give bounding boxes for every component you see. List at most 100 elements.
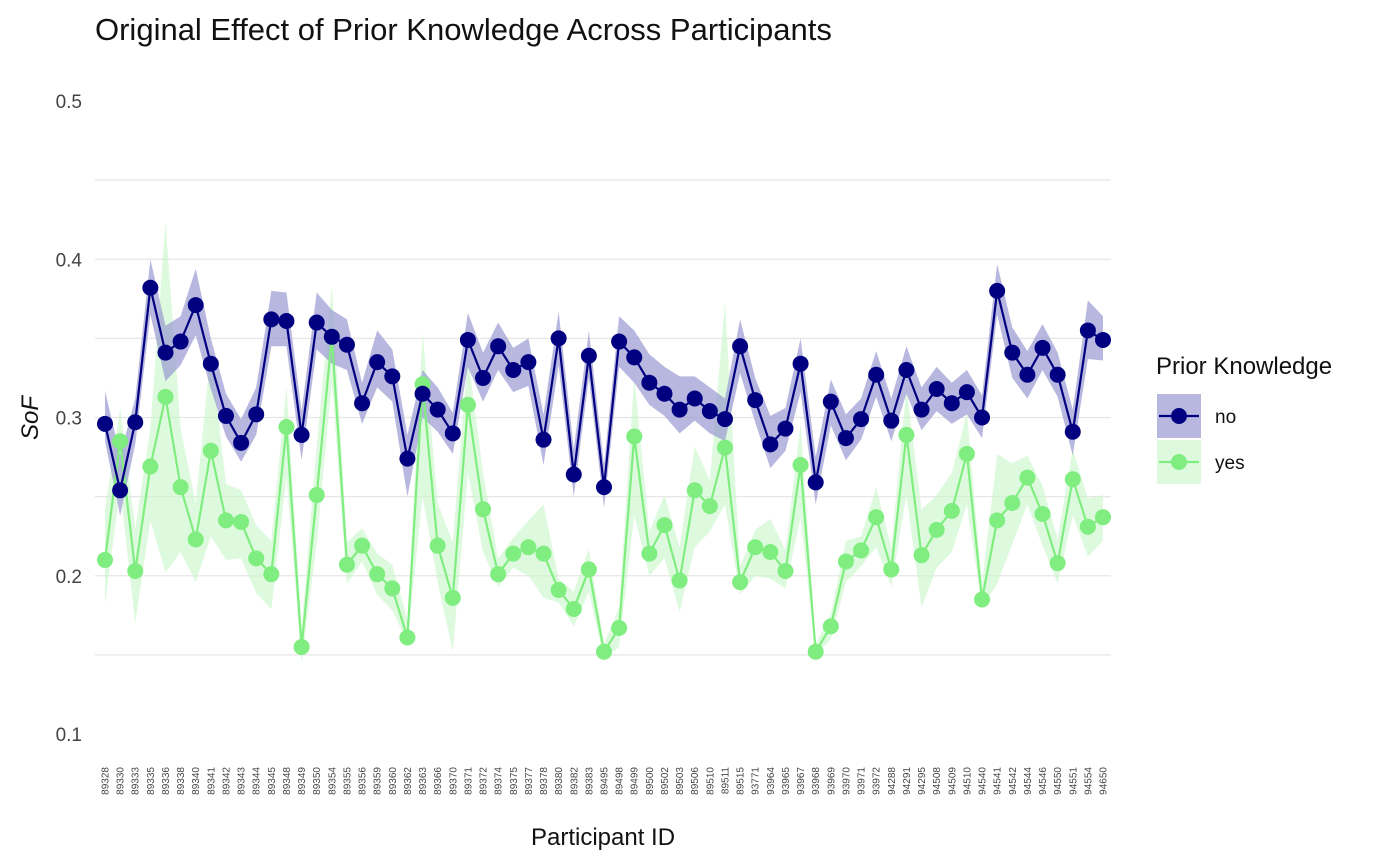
data-point-yes (777, 563, 794, 579)
data-point-yes (671, 572, 688, 589)
legend: Prior Knowledge no yes (1156, 353, 1332, 484)
data-point-yes (822, 618, 839, 635)
data-point-no (989, 282, 1006, 299)
data-point-yes (217, 512, 234, 529)
data-point-no (611, 333, 628, 350)
x-tick-label: 89342 (221, 767, 232, 795)
x-tick-label: 89511 (720, 767, 731, 795)
data-point-yes (1019, 469, 1036, 486)
x-tick-label: 94541 (993, 767, 1004, 795)
data-point-no (505, 362, 522, 379)
x-tick-label: 89510 (705, 767, 716, 795)
legend-key-point (1171, 454, 1187, 470)
data-point-no (233, 434, 250, 451)
x-tick-label: 89380 (554, 767, 565, 795)
data-point-yes (883, 561, 900, 578)
x-tick-label: 94288 (887, 767, 898, 795)
data-point-yes (338, 556, 355, 573)
data-point-yes (686, 482, 703, 499)
legend-label-no: no (1215, 407, 1236, 428)
x-tick-label: 89377 (524, 767, 535, 795)
x-tick-label: 94542 (1008, 767, 1019, 795)
legend-title: Prior Knowledge (1156, 353, 1332, 380)
x-tick-label: 94650 (1099, 767, 1110, 795)
x-tick-label: 89328 (101, 767, 112, 795)
x-tick-label: 89338 (176, 767, 187, 795)
data-point-no (807, 474, 824, 491)
x-tick-label: 89498 (615, 767, 626, 795)
x-tick-label: 94540 (978, 767, 989, 795)
data-point-no (444, 425, 461, 442)
x-axis-title: Participant ID (531, 824, 675, 851)
x-tick-label: 89345 (267, 767, 278, 795)
data-point-yes (384, 580, 401, 597)
x-tick-label: 89378 (539, 767, 550, 795)
data-point-no (656, 385, 673, 402)
data-point-yes (1079, 518, 1096, 535)
x-tick-label: 89375 (509, 767, 520, 795)
data-point-yes (837, 553, 854, 570)
legend-key-point (1171, 408, 1187, 424)
legend-item-yes: yes (1157, 440, 1245, 484)
data-point-no (777, 420, 794, 437)
data-point-yes (1064, 471, 1081, 488)
data-point-yes (142, 458, 159, 475)
data-point-yes (974, 591, 991, 608)
data-point-no (172, 333, 189, 350)
data-point-yes (898, 426, 915, 443)
x-tick-label: 89371 (463, 767, 474, 795)
data-point-no (308, 314, 325, 331)
data-point-no (323, 328, 340, 345)
x-tick-label: 89372 (479, 767, 490, 795)
data-point-no (293, 426, 310, 443)
data-point-yes (913, 547, 930, 564)
data-point-yes (732, 574, 749, 591)
data-point-yes (187, 531, 204, 548)
x-tick-label: 93967 (796, 767, 807, 795)
x-tick-label: 89344 (252, 767, 263, 795)
data-point-no (399, 450, 416, 467)
data-point-no (1095, 331, 1111, 348)
x-tick-label: 94546 (1038, 767, 1049, 795)
x-tick-label: 89340 (191, 767, 202, 795)
data-point-no (1049, 366, 1066, 383)
x-tick-label: 93971 (857, 767, 868, 795)
x-tick-label: 93965 (781, 767, 792, 795)
x-tick-label: 93970 (841, 767, 852, 795)
data-point-no (520, 354, 537, 371)
x-tick-label: 89503 (675, 767, 686, 795)
data-point-no (671, 401, 688, 418)
data-point-yes (263, 566, 280, 583)
data-point-yes (278, 419, 295, 435)
x-tick-label: 89355 (342, 767, 353, 795)
data-point-no (883, 412, 900, 429)
x-tick-label: 89382 (569, 767, 580, 795)
data-point-no (1019, 366, 1036, 383)
x-tick-label: 89330 (116, 767, 127, 795)
x-tick-label: 89350 (312, 767, 323, 795)
data-point-no (898, 362, 915, 379)
data-point-yes (308, 487, 325, 504)
data-point-no (1064, 423, 1081, 440)
x-tick-label: 94544 (1023, 767, 1034, 795)
x-tick-label: 89366 (433, 767, 444, 795)
data-point-yes (172, 479, 189, 496)
data-point-yes (127, 563, 144, 579)
data-point-no (837, 430, 854, 447)
data-point-no (596, 479, 612, 496)
data-point-yes (369, 566, 386, 583)
confidence-band-yes (105, 221, 1103, 663)
x-tick-label: 89354 (327, 767, 338, 795)
data-point-yes (641, 545, 658, 562)
x-tick-label: 89383 (584, 767, 595, 795)
data-point-no (868, 366, 885, 383)
data-point-yes (565, 600, 582, 617)
data-point-no (822, 393, 839, 410)
data-point-yes (928, 521, 945, 538)
data-point-no (202, 355, 219, 372)
data-point-yes (656, 517, 673, 534)
x-tick-label: 94295 (917, 767, 928, 795)
x-tick-label: 94508 (932, 767, 943, 795)
data-point-no (475, 369, 492, 386)
data-point-no (732, 338, 749, 355)
